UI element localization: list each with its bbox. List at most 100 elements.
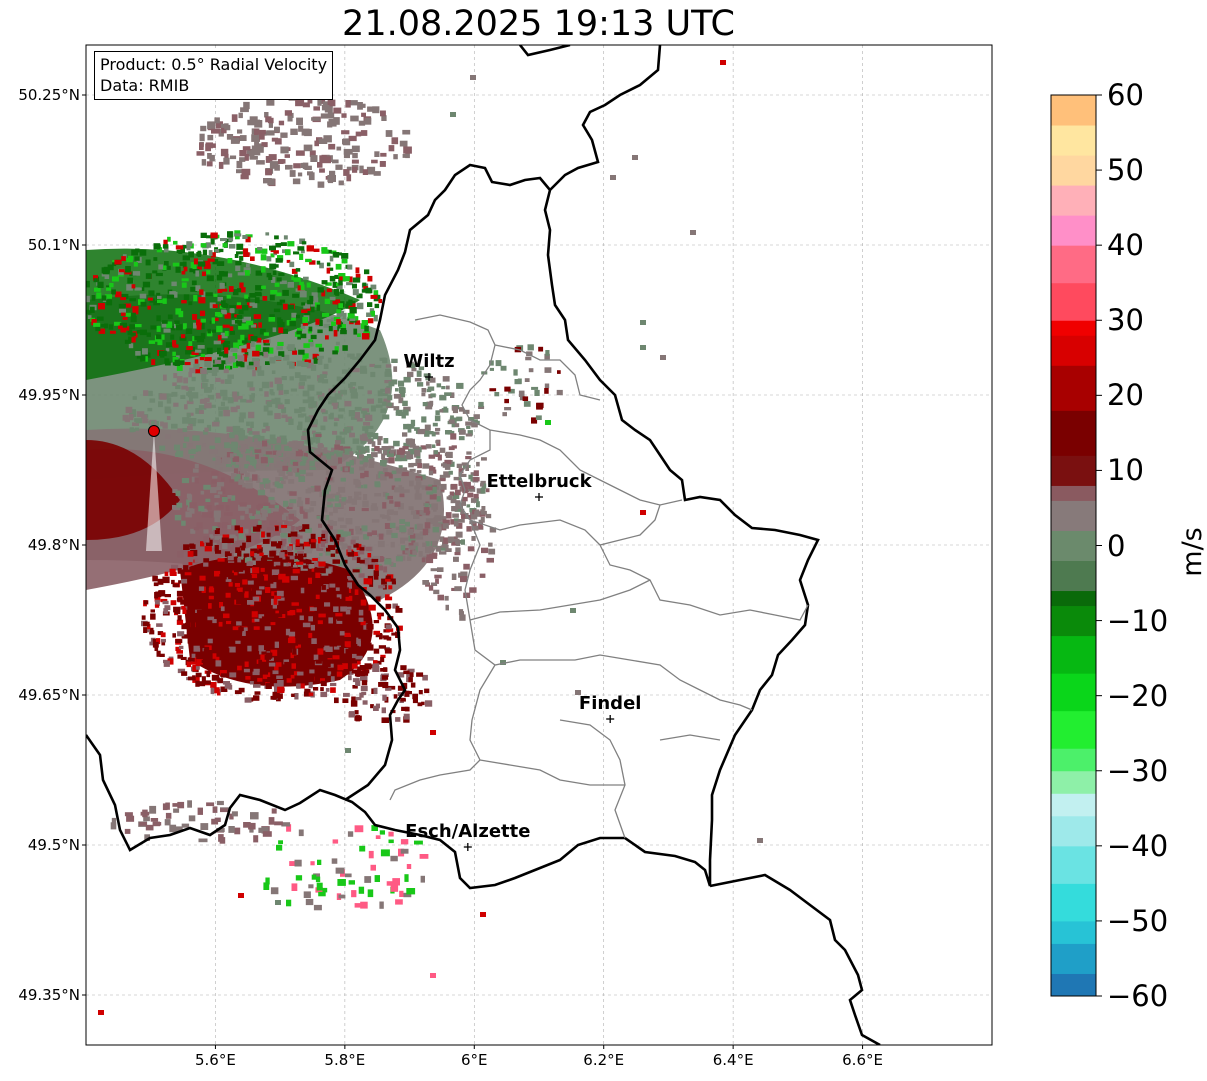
echo-bin bbox=[262, 672, 271, 679]
echo-bin bbox=[355, 530, 363, 535]
echo-bin bbox=[209, 611, 216, 616]
echo-bin bbox=[239, 135, 247, 141]
echo-bin bbox=[250, 256, 255, 261]
echo-bin bbox=[263, 422, 269, 427]
echo-bin bbox=[268, 122, 273, 128]
echo-bin bbox=[327, 545, 335, 550]
data-source-label: Data: RMIB bbox=[100, 76, 190, 95]
echo-bin bbox=[303, 891, 311, 898]
echo-bin bbox=[448, 495, 453, 501]
echo-bin bbox=[236, 449, 241, 456]
echo-bin bbox=[281, 414, 288, 419]
echo-bin bbox=[173, 606, 181, 613]
echo-bin bbox=[142, 418, 149, 424]
echo-bin bbox=[442, 519, 450, 526]
echo-bin bbox=[135, 351, 141, 356]
echo-bin bbox=[146, 332, 151, 337]
echo-bin bbox=[489, 388, 497, 392]
echo-bin bbox=[453, 520, 459, 527]
echo-bin bbox=[186, 392, 192, 396]
echo-bin bbox=[353, 328, 358, 335]
echo-bin bbox=[214, 502, 219, 506]
echo-bin bbox=[183, 377, 188, 384]
echo-bin bbox=[97, 282, 102, 288]
echo-bin bbox=[329, 511, 333, 516]
echo-bin bbox=[278, 477, 284, 481]
x-tick-label: 6.6°E bbox=[842, 1051, 883, 1069]
echo-bin bbox=[229, 305, 237, 309]
echo-bin bbox=[273, 624, 279, 631]
echo-bin bbox=[289, 376, 294, 381]
echo-bin bbox=[275, 900, 281, 905]
echo-bin bbox=[260, 606, 264, 612]
echo-bin bbox=[229, 672, 237, 678]
echo-bin bbox=[385, 628, 394, 632]
echo-bin bbox=[248, 361, 255, 367]
echo-bin bbox=[234, 476, 239, 482]
echo-bin bbox=[349, 307, 357, 314]
echo-bin bbox=[310, 401, 317, 408]
echo-bin bbox=[433, 517, 439, 524]
echo-bin bbox=[307, 396, 315, 403]
echo-bin bbox=[345, 499, 352, 504]
echo-bin bbox=[111, 289, 116, 295]
echo-bin bbox=[220, 389, 228, 397]
echo-bin bbox=[431, 444, 436, 448]
echo-bin bbox=[356, 672, 363, 677]
echo-bin bbox=[380, 654, 386, 658]
echo-bin bbox=[435, 547, 441, 552]
echo-bin bbox=[355, 267, 360, 274]
echo-bin bbox=[293, 277, 301, 282]
echo-bin bbox=[207, 638, 213, 644]
echo-bin bbox=[281, 438, 288, 445]
echo-bin bbox=[408, 506, 414, 510]
echo-bin bbox=[286, 824, 292, 832]
echo-bin bbox=[244, 352, 249, 356]
echo-bin bbox=[354, 589, 359, 595]
echo-bin bbox=[356, 302, 364, 310]
echo-bin bbox=[419, 531, 426, 536]
echo-bin bbox=[244, 464, 250, 469]
echo-bin bbox=[468, 417, 475, 421]
echo-bin bbox=[403, 423, 410, 430]
echo-bin bbox=[357, 661, 361, 665]
echo-bin bbox=[422, 528, 429, 536]
echo-bin bbox=[260, 328, 266, 333]
echo-bin bbox=[363, 675, 368, 683]
echo-bin bbox=[143, 600, 149, 605]
echo-bin bbox=[395, 899, 403, 905]
echo-bin bbox=[317, 377, 325, 383]
echo-bin bbox=[155, 272, 163, 277]
echo-bin bbox=[286, 899, 292, 907]
echo-bin bbox=[480, 483, 484, 487]
echo-bin bbox=[319, 262, 324, 269]
echo-bin bbox=[293, 671, 300, 676]
echo-bin bbox=[384, 523, 392, 529]
echo-bin bbox=[368, 462, 375, 468]
echo-bin bbox=[194, 477, 199, 484]
echo-bin bbox=[422, 580, 429, 585]
echo-bin bbox=[432, 541, 438, 547]
echo-bin bbox=[395, 608, 403, 613]
echo-bin bbox=[400, 545, 406, 551]
echo-bin bbox=[344, 467, 349, 472]
echo-bin bbox=[228, 684, 233, 690]
echo-bin bbox=[236, 621, 242, 626]
echo-bin bbox=[224, 658, 229, 664]
echo-bin bbox=[348, 135, 357, 142]
colorbar-tick-label: 30 bbox=[1107, 303, 1144, 338]
echo-bin bbox=[211, 317, 216, 324]
echo-bin bbox=[467, 487, 472, 492]
echo-bin bbox=[333, 658, 339, 663]
echo-bin bbox=[336, 597, 340, 603]
echo-bin bbox=[211, 448, 218, 455]
echo-bin bbox=[381, 707, 386, 714]
echo-bin bbox=[205, 142, 213, 149]
echo-bin bbox=[171, 564, 179, 571]
echo-bin bbox=[308, 884, 314, 889]
echo-bin bbox=[377, 390, 383, 397]
echo-bin bbox=[455, 547, 461, 552]
echo-bin bbox=[221, 488, 226, 494]
echo-bin bbox=[262, 339, 270, 343]
echo-bin bbox=[272, 691, 280, 698]
